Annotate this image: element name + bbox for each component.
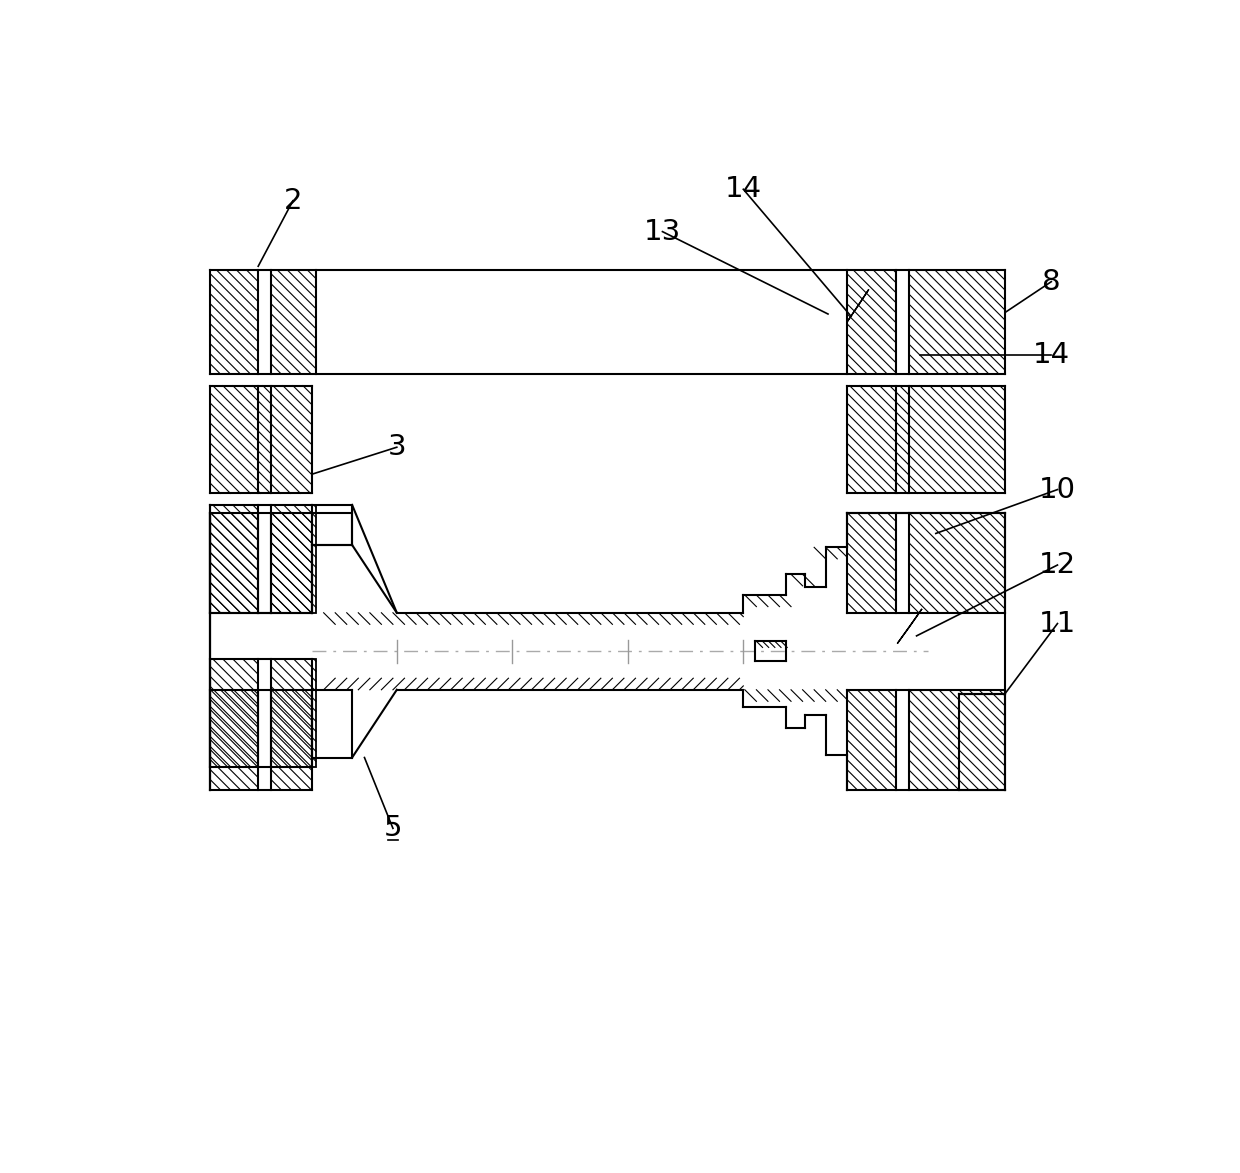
Bar xyxy=(909,690,1006,789)
Bar xyxy=(211,513,258,612)
Text: 3: 3 xyxy=(387,433,407,461)
Bar xyxy=(847,513,895,612)
Bar xyxy=(211,690,258,789)
Bar xyxy=(211,659,258,767)
Bar xyxy=(847,690,895,789)
Text: 11: 11 xyxy=(1039,610,1076,638)
Text: 12: 12 xyxy=(1039,551,1076,579)
Bar xyxy=(847,270,895,374)
Text: 5: 5 xyxy=(383,814,402,842)
Bar xyxy=(272,504,316,612)
Bar xyxy=(211,270,258,374)
Bar xyxy=(909,513,1006,612)
Text: 13: 13 xyxy=(644,218,681,245)
Bar xyxy=(211,386,312,494)
Bar xyxy=(272,270,316,374)
Bar xyxy=(272,659,316,767)
Bar xyxy=(909,270,1006,374)
Polygon shape xyxy=(898,609,921,644)
Bar xyxy=(272,513,312,612)
Polygon shape xyxy=(847,290,869,321)
Text: 10: 10 xyxy=(1039,475,1076,503)
Text: 2: 2 xyxy=(284,187,303,215)
Text: 14: 14 xyxy=(724,175,761,203)
Bar xyxy=(847,386,1006,494)
Bar xyxy=(211,504,258,612)
Text: 8: 8 xyxy=(1042,267,1060,296)
Bar xyxy=(272,690,312,789)
Text: 14: 14 xyxy=(1033,341,1070,368)
